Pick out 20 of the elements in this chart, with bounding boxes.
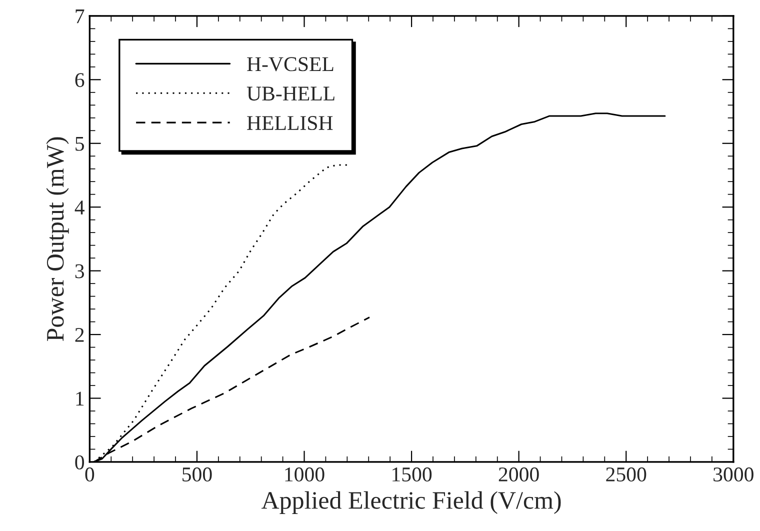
x-tick-label: 0 [85,467,94,482]
y-axis-title: Power Output (mW) [46,137,69,341]
x-tick-label: 2500 [606,467,646,482]
y-tick-label: 4 [74,200,84,214]
legend-label: H-VCSEL [247,57,334,72]
legend-label: HELLISH [247,116,333,130]
x-tick-label: 2000 [498,467,539,482]
y-tick-label: 3 [75,264,84,278]
x-tick-label: 1500 [392,467,432,482]
y-tick-label: 2 [75,328,84,342]
x-tick-label: 500 [182,467,212,482]
y-tick-label: 7 [76,10,84,24]
x-tick-label: 3000 [714,467,754,482]
x-axis-title: Applied Electric Field (V/cm) [261,491,561,514]
y-tick-label: 0 [75,455,84,470]
x-tick-label: 1000 [285,467,324,482]
y-tick-label: 6 [75,73,84,88]
y-tick-label: 1 [76,392,84,406]
y-tick-label: 5 [76,136,84,151]
legend-label: UB-HELL [246,86,334,101]
